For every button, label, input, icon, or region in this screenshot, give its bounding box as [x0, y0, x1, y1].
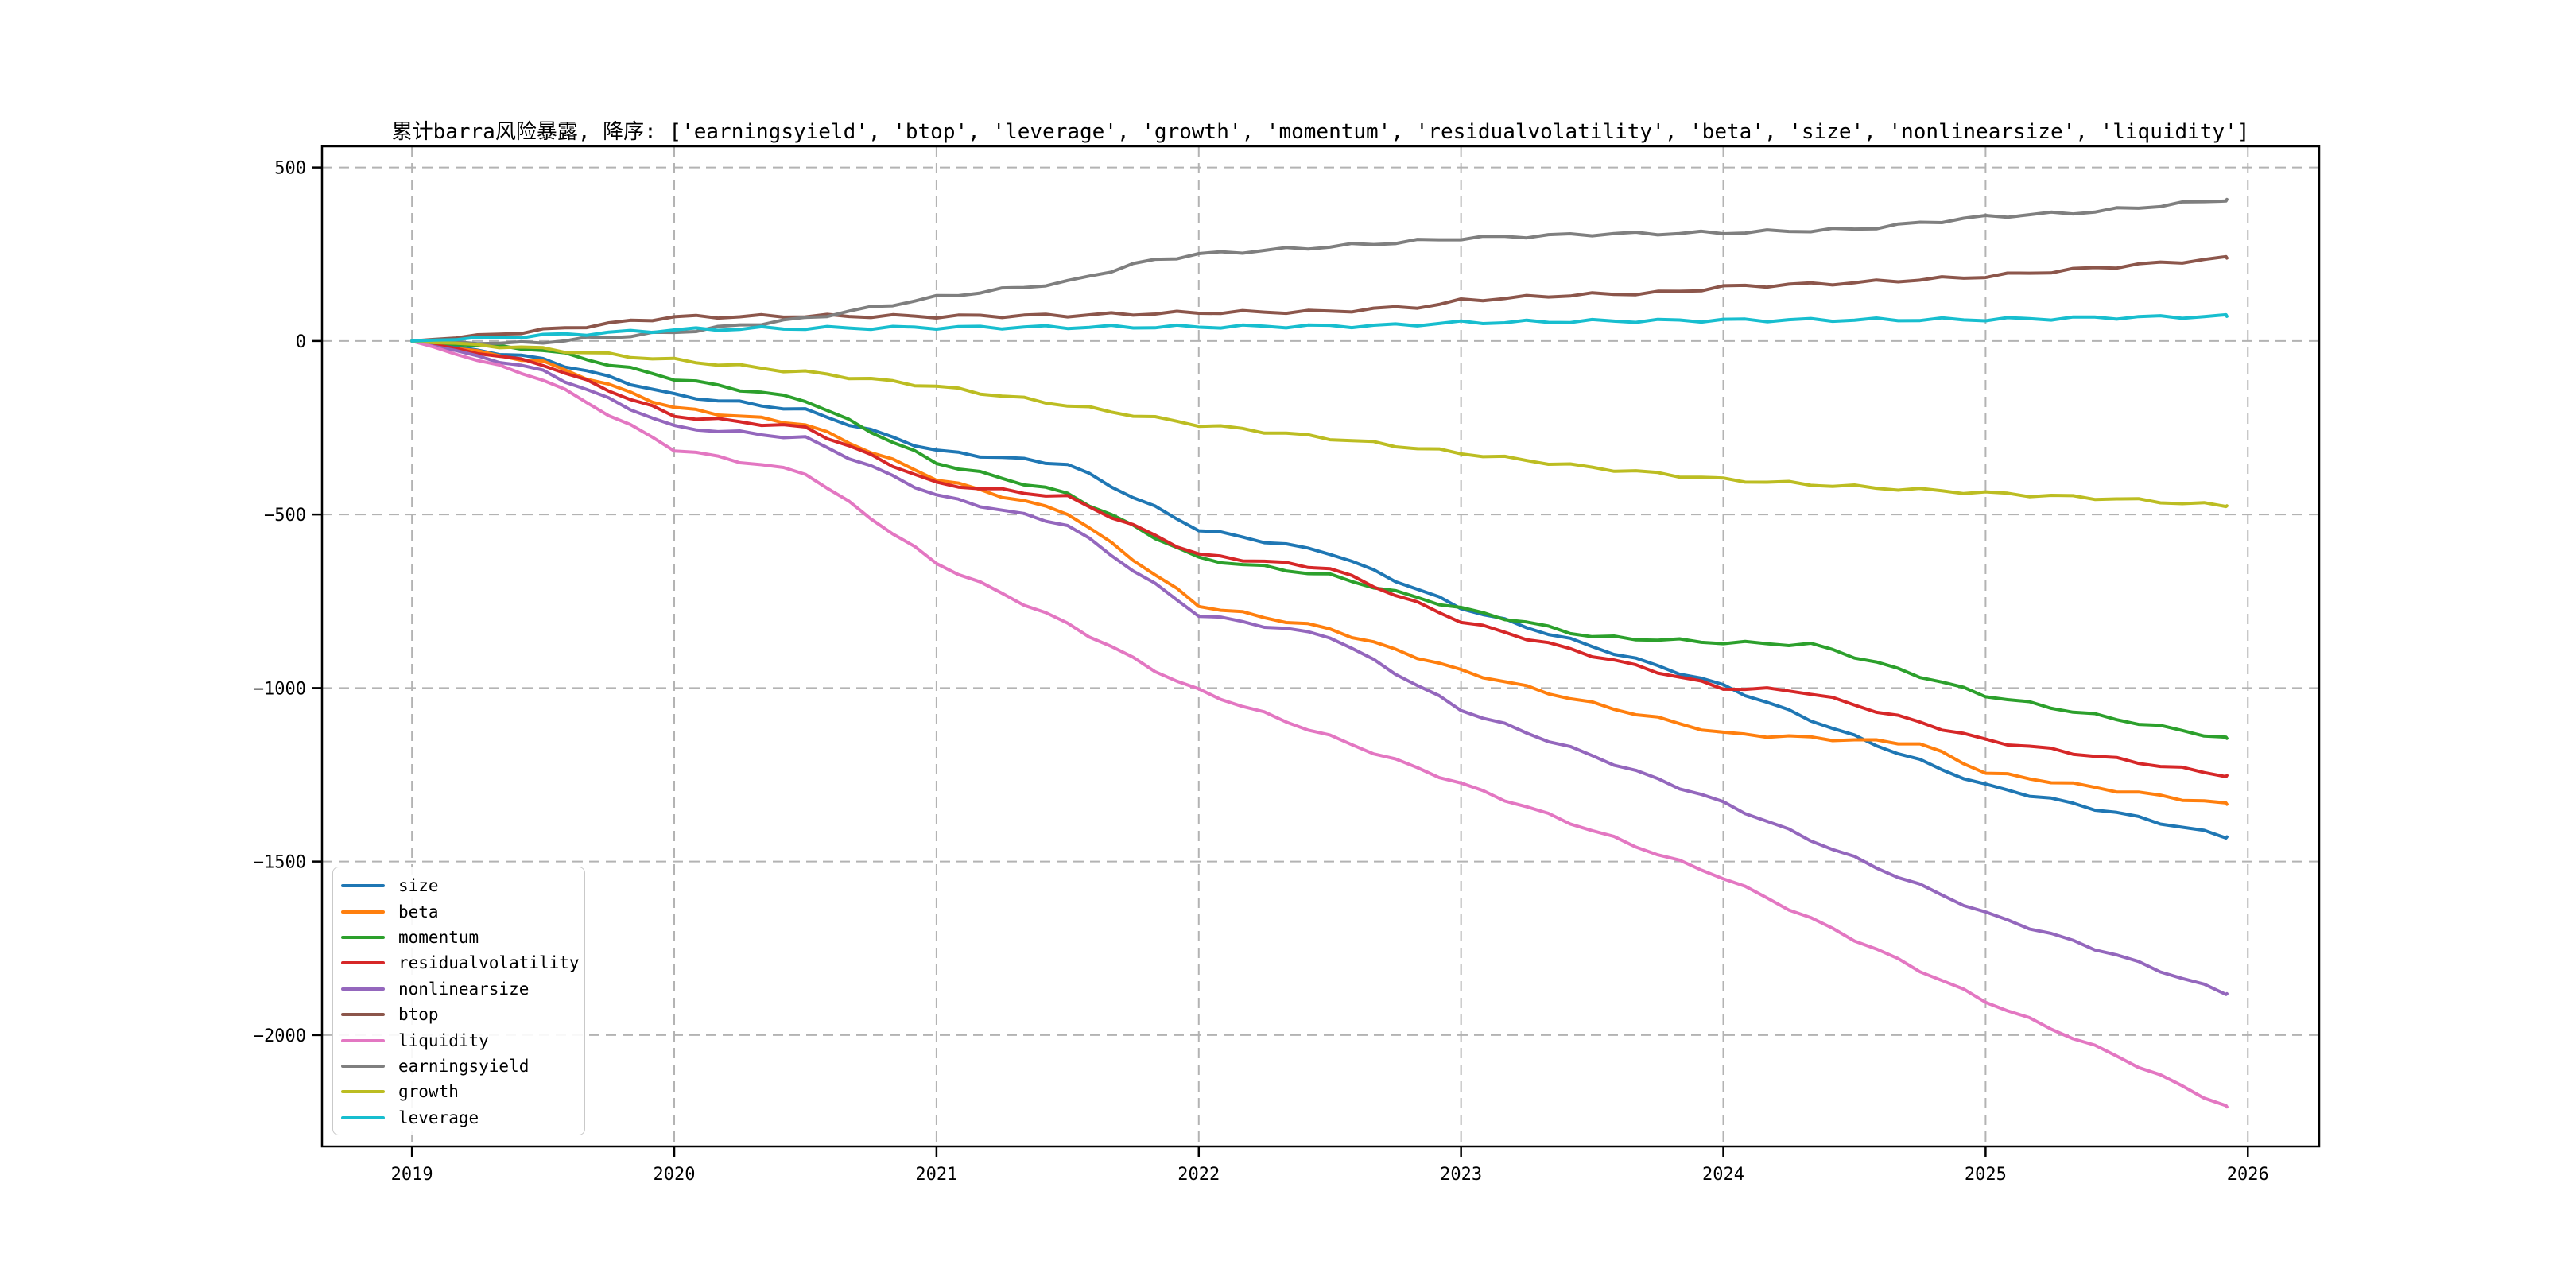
legend-swatch-leverage	[341, 1115, 385, 1119]
gridlines	[322, 146, 2319, 1146]
legend-swatch-liquidity	[341, 1038, 385, 1042]
legend-label: btop	[398, 1005, 439, 1025]
y-tick-label: −2000	[254, 1026, 306, 1046]
series-line-liquidity	[410, 339, 2229, 1109]
legend-label: earningsyield	[398, 1056, 530, 1076]
legend-label: liquidity	[398, 1030, 489, 1050]
legend-item-earningsyield: earningsyield	[333, 1053, 584, 1079]
x-tick-label: 2022	[1177, 1165, 1220, 1185]
series-line-leverage	[410, 312, 2229, 343]
tick-marks	[312, 166, 2249, 1157]
series-line-beta	[410, 339, 2229, 806]
series-line-momentum	[410, 339, 2229, 740]
tick-labels: 2019 2020 2021 2022 2023 2024 2025 2026 500 0 −500…	[254, 159, 2269, 1185]
series-lines	[410, 197, 2229, 1109]
series-line-size	[410, 339, 2229, 840]
y-tick-label: −1000	[254, 679, 306, 699]
legend-label: momentum	[398, 927, 479, 947]
series-line-nonlinearsize	[410, 339, 2229, 996]
x-tick-label: 2026	[2227, 1165, 2269, 1185]
series-line-growth	[410, 339, 2229, 509]
x-tick-label: 2021	[915, 1165, 957, 1185]
legend-item-btop: btop	[333, 1002, 584, 1027]
legend-item-liquidity: liquidity	[333, 1027, 584, 1053]
legend-label: nonlinearsize	[398, 979, 530, 999]
legend-item-residualvolatility: residualvolatility	[333, 950, 584, 976]
x-tick-label: 2023	[1440, 1165, 1482, 1185]
legend-swatch-residualvolatility	[341, 961, 385, 965]
legend-swatch-btop	[341, 1013, 385, 1017]
legend-item-beta: beta	[333, 898, 584, 924]
y-tick-label: 0	[296, 332, 306, 352]
legend-swatch-nonlinearsize	[341, 987, 385, 991]
legend-item-growth: growth	[333, 1079, 584, 1104]
chart-title: 累计barra风险暴露, 降序: ['earningsyield', 'btop…	[392, 120, 2250, 144]
legend-swatch-momentum	[341, 935, 385, 939]
plot-border	[320, 145, 2321, 1148]
legend-swatch-size	[341, 884, 385, 888]
y-tick-label: 500	[274, 159, 306, 179]
legend-label: beta	[398, 902, 439, 921]
x-tick-label: 2020	[654, 1165, 696, 1185]
x-tick-label: 2024	[1702, 1165, 1744, 1185]
series-line-earningsyield	[410, 197, 2229, 346]
legend-swatch-beta	[341, 910, 385, 914]
x-tick-label: 2019	[391, 1165, 433, 1185]
legend-swatch-earningsyield	[341, 1064, 385, 1068]
axes-spines	[320, 145, 2321, 1148]
legend-label: residualvolatility	[398, 953, 580, 973]
series-line-btop	[410, 254, 2229, 343]
y-tick-label: −1500	[254, 853, 306, 873]
legend-item-momentum: momentum	[333, 925, 584, 950]
legend: size beta momentum residualvolatility nonlin…	[332, 867, 585, 1135]
legend-label: size	[398, 876, 439, 896]
legend-label: growth	[398, 1082, 459, 1102]
legend-swatch-growth	[341, 1090, 385, 1094]
legend-item-size: size	[333, 873, 584, 898]
y-tick-label: −500	[264, 506, 306, 526]
legend-item-leverage: leverage	[333, 1105, 584, 1131]
x-tick-label: 2025	[1965, 1165, 2007, 1185]
legend-label: leverage	[398, 1108, 479, 1127]
legend-item-nonlinearsize: nonlinearsize	[333, 976, 584, 1002]
series-line-residualvolatility	[410, 339, 2229, 778]
